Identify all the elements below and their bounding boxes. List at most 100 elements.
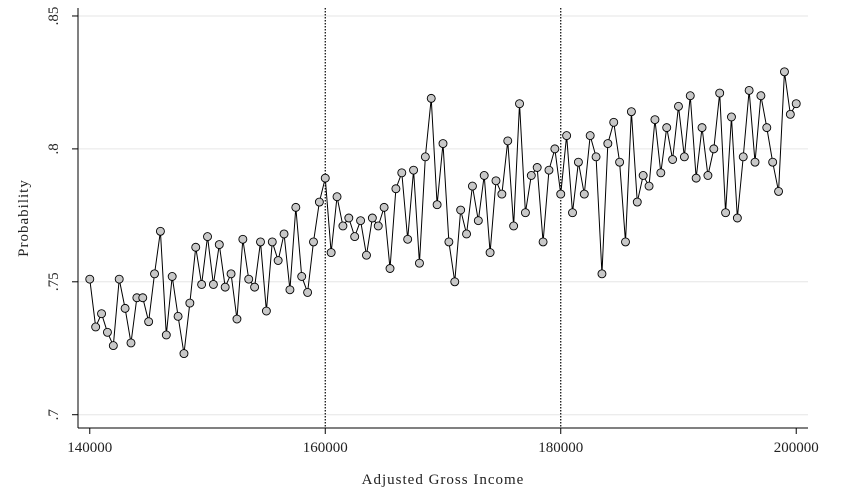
data-point	[544, 165, 554, 175]
data-point	[626, 107, 636, 117]
data-point	[173, 311, 183, 321]
data-point	[373, 221, 383, 231]
x-tick-label: 160000	[303, 440, 348, 456]
data-point	[774, 186, 784, 196]
x-tick-label: 200000	[774, 440, 819, 456]
data-point	[403, 234, 413, 244]
data-point	[562, 131, 572, 141]
data-point	[261, 306, 271, 316]
data-point	[108, 341, 118, 351]
data-point	[267, 237, 277, 247]
data-point	[721, 208, 731, 218]
data-point	[102, 327, 112, 337]
data-point	[338, 221, 348, 231]
y-tick-label: .75	[46, 272, 62, 291]
data-point	[297, 272, 307, 281]
data-point	[420, 152, 430, 162]
data-point	[309, 237, 318, 247]
data-point	[462, 229, 471, 239]
data-point	[768, 157, 778, 167]
data-point	[568, 208, 577, 218]
data-point	[450, 277, 460, 287]
data-point	[385, 264, 395, 273]
data-point	[780, 67, 789, 77]
data-point	[244, 274, 254, 284]
data-point	[685, 91, 695, 101]
data-point	[515, 99, 524, 109]
data-point	[344, 213, 354, 223]
data-point	[326, 248, 336, 258]
data-point	[432, 200, 442, 210]
data-point	[703, 171, 713, 180]
data-point	[303, 287, 313, 297]
data-point	[285, 285, 295, 295]
data-point	[126, 338, 136, 348]
data-point	[503, 136, 513, 146]
data-point	[362, 250, 371, 260]
data-point	[467, 181, 477, 191]
data-point	[750, 157, 760, 167]
data-point	[662, 123, 672, 133]
data-point	[756, 91, 766, 101]
data-point	[203, 232, 212, 242]
data-point	[679, 152, 689, 162]
data-point	[609, 117, 619, 127]
data-point	[273, 256, 283, 265]
data-point	[674, 101, 683, 111]
x-axis-label: Adjusted Gross Income	[362, 472, 525, 488]
data-point	[473, 216, 483, 226]
data-point	[738, 152, 748, 162]
data-point	[226, 269, 236, 279]
data-point	[320, 173, 330, 183]
data-point	[379, 202, 389, 212]
y-tick-label: .85	[46, 7, 62, 26]
data-point	[479, 171, 489, 180]
data-point	[644, 181, 654, 191]
data-point	[150, 269, 159, 279]
data-point	[591, 152, 601, 162]
data-point	[191, 242, 201, 252]
data-point	[350, 232, 360, 242]
data-point	[232, 314, 242, 324]
data-point	[632, 197, 642, 207]
data-point	[391, 184, 401, 194]
data-point	[250, 282, 260, 292]
data-point	[538, 237, 548, 247]
data-point	[438, 139, 448, 149]
data-point	[727, 112, 736, 122]
data-point	[709, 144, 719, 154]
x-tick-label: 140000	[67, 440, 112, 456]
data-point	[85, 274, 95, 284]
data-point	[621, 237, 630, 247]
y-tick-label: .8	[46, 143, 62, 154]
data-point	[91, 322, 101, 332]
x-tick-label: 180000	[538, 440, 583, 456]
data-point	[615, 157, 625, 167]
data-point	[138, 293, 148, 303]
data-point	[526, 171, 536, 180]
data-point	[114, 274, 124, 284]
data-point	[144, 317, 154, 327]
data-point	[532, 163, 542, 172]
data-point	[120, 303, 130, 313]
data-point	[585, 131, 595, 141]
data-point	[791, 99, 801, 109]
data-point	[650, 115, 660, 125]
data-point	[785, 109, 795, 119]
data-point	[444, 237, 454, 247]
data-point	[485, 248, 495, 258]
data-point	[409, 165, 419, 175]
data-point	[597, 269, 607, 279]
data-point	[550, 144, 560, 154]
data-point	[97, 309, 106, 319]
data-point	[291, 202, 301, 212]
data-point	[603, 139, 613, 149]
data-point	[238, 234, 248, 244]
y-axis-label: Probability	[16, 179, 32, 257]
data-point	[744, 85, 754, 95]
data-point	[520, 208, 530, 218]
data-point	[691, 173, 701, 183]
data-point	[185, 298, 195, 308]
data-point	[179, 349, 189, 359]
